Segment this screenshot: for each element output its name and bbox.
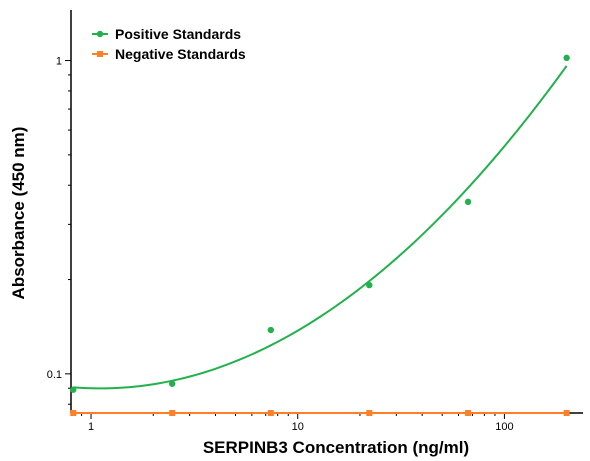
negative-standards-point: [366, 410, 373, 416]
positive-standards-point: [563, 54, 570, 62]
axis-ticks: 1 10 100 0.1 1: [47, 56, 568, 433]
negative-standards-point: [563, 410, 570, 416]
positive-standards-point: [267, 326, 275, 334]
positive-standards-series: [70, 54, 570, 393]
negative-standards-series: [70, 410, 570, 416]
legend: Positive Standards Negative Standards: [92, 26, 246, 62]
positive-standards-legend-label: Positive Standards: [115, 26, 241, 42]
axes: [70, 10, 583, 414]
positive-standards-point: [366, 281, 373, 289]
negative-standards-legend-marker: [97, 51, 103, 57]
positive-standards-point: [70, 386, 77, 393]
positive-standards-fit-curve: [73, 65, 568, 390]
positive-standards-legend-marker: [96, 30, 104, 38]
positive-standards-point: [464, 198, 472, 206]
y-axis-title: Absorbance (450 nm): [9, 127, 28, 300]
negative-standards-point: [169, 410, 176, 416]
negative-standards-point: [70, 410, 77, 416]
data-series: [70, 54, 570, 416]
negative-standards-point: [465, 410, 472, 416]
positive-standards-point: [168, 380, 176, 387]
x-tick-label: 1: [88, 421, 94, 433]
y-tick-label: 0.1: [47, 369, 62, 381]
x-axis-title: SERPINB3 Concentration (ng/ml): [203, 438, 469, 457]
x-tick-label: 10: [292, 421, 304, 433]
y-tick-label: 1: [56, 56, 62, 68]
x-tick-label: 100: [495, 421, 513, 433]
negative-standards-point: [267, 410, 274, 416]
negative-standards-legend-label: Negative Standards: [115, 46, 246, 62]
